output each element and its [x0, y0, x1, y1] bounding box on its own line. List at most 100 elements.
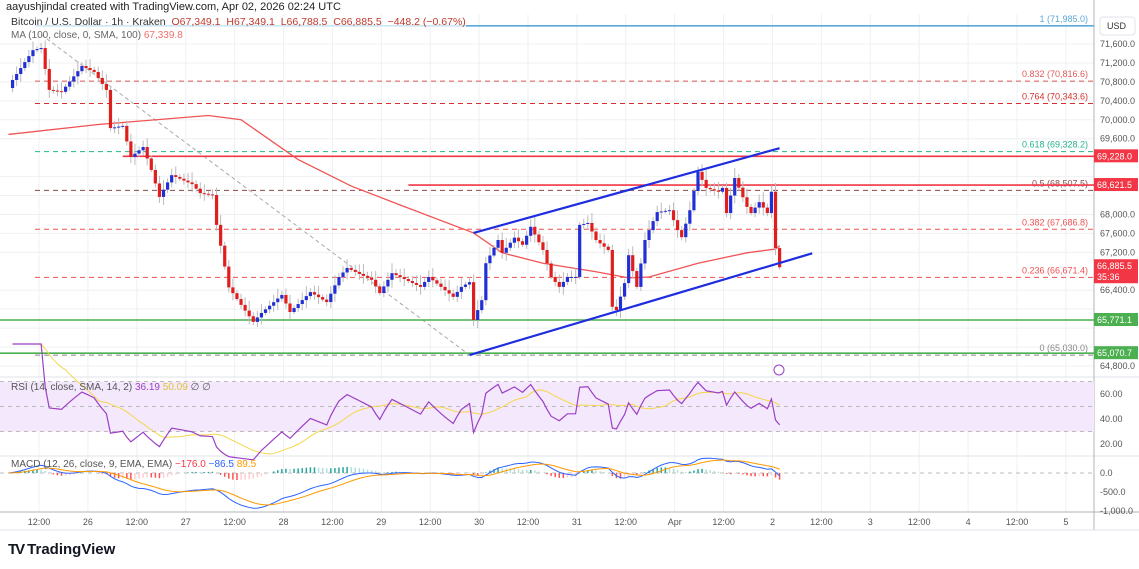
macd-legend[interactable]: MACD (12, 26, close, 9, EMA, EMA) −176.0…	[11, 459, 256, 470]
candle	[166, 182, 170, 190]
fib-level-label: 0.382 (67,686.8)	[1022, 217, 1088, 227]
rsi-extra-1: ∅	[190, 382, 200, 393]
price-tick-label: 64,800.0	[1100, 361, 1135, 371]
candle	[316, 294, 321, 298]
candle	[602, 243, 606, 247]
candle	[243, 304, 247, 311]
candle	[231, 287, 235, 294]
candle	[145, 146, 149, 159]
candle	[235, 293, 239, 300]
candle	[598, 240, 602, 244]
signal-value: −86.5	[208, 459, 234, 470]
candle	[312, 292, 317, 295]
x-tick-label: 28	[278, 517, 288, 527]
candle	[349, 267, 353, 270]
x-tick-label: 31	[572, 517, 582, 527]
candle	[47, 68, 51, 90]
currency-button[interactable]	[1099, 16, 1136, 36]
x-tick-label: 12:00	[908, 517, 931, 527]
candle	[325, 299, 329, 303]
candle	[268, 305, 272, 310]
candle	[651, 221, 655, 231]
candle	[137, 150, 141, 154]
candle	[59, 91, 64, 93]
candle	[251, 316, 255, 322]
candle	[406, 279, 410, 282]
candle	[88, 67, 92, 70]
candle	[223, 245, 227, 267]
x-tick-label: 3	[868, 517, 873, 527]
candle	[104, 83, 108, 90]
candle	[288, 303, 292, 313]
channel-upper-line	[473, 147, 780, 234]
candle	[549, 263, 553, 277]
candle	[533, 226, 537, 235]
candle	[170, 175, 174, 183]
price-axis-label: 68,621.5	[1097, 180, 1132, 190]
symbol-name[interactable]: Bitcoin / U.S. Dollar · 1h · Kraken	[11, 16, 166, 28]
candle	[178, 176, 182, 179]
candle	[27, 56, 31, 63]
rsi-extra-2: ∅	[202, 382, 211, 393]
candle	[512, 237, 516, 243]
x-tick-label: 4	[966, 517, 971, 527]
dashed-trendline	[40, 34, 470, 356]
candle	[569, 276, 574, 278]
candle	[259, 312, 264, 318]
x-tick-label: 27	[181, 517, 191, 527]
candle	[304, 296, 308, 301]
candle	[753, 207, 757, 214]
candle	[431, 276, 435, 281]
price-tick-label: 69,600.0	[1100, 134, 1135, 144]
candle	[500, 240, 504, 253]
x-tick-label: 12:00	[223, 517, 246, 527]
candle	[72, 76, 76, 82]
candle	[761, 202, 765, 208]
channel-lower-line	[469, 252, 813, 357]
candle	[410, 281, 414, 283]
price-tick-label: 67,600.0	[1100, 228, 1135, 238]
candle	[51, 89, 55, 91]
candle	[680, 230, 684, 238]
last-price-label: 66,885.5	[1097, 261, 1132, 271]
candle	[239, 299, 243, 305]
candle	[643, 240, 647, 264]
candle	[492, 247, 496, 256]
ma-label: MA (100, close, 0, SMA, 100)	[11, 30, 142, 41]
candle	[190, 182, 194, 185]
candle	[153, 169, 157, 184]
price-axis-label-bg	[1094, 178, 1138, 192]
candle	[418, 284, 423, 287]
candle	[708, 187, 712, 190]
candle	[724, 187, 729, 214]
price-tick-label: 66,400.0	[1100, 285, 1135, 295]
x-tick-label: 30	[474, 517, 484, 527]
candle	[610, 249, 614, 307]
candle	[31, 50, 35, 57]
candle	[455, 291, 459, 297]
candle	[141, 146, 145, 151]
candle	[182, 178, 186, 181]
candle	[76, 71, 80, 77]
candle	[541, 242, 545, 250]
hist-value: 89.5	[236, 459, 257, 470]
fib-level-label: 1 (71,985.0)	[1039, 14, 1088, 24]
candle	[214, 195, 219, 225]
candle	[19, 68, 23, 75]
signal-line	[8, 459, 780, 506]
ma-legend[interactable]: MA (100, close, 0, SMA, 100) 67,339.8	[11, 30, 183, 41]
candle	[219, 224, 223, 246]
candle	[174, 175, 178, 177]
candle	[647, 230, 651, 241]
candle	[529, 226, 533, 236]
candle	[84, 66, 88, 68]
rsi-legend[interactable]: RSI (14, close, SMA, 14, 2) 36.19 50.09 …	[11, 382, 211, 393]
candle	[561, 281, 565, 287]
candle	[337, 276, 341, 286]
tradingview-logo[interactable]: TV TradingView	[8, 541, 115, 558]
candle	[745, 197, 749, 207]
candle	[370, 277, 374, 280]
candle	[565, 276, 570, 282]
candle	[202, 193, 206, 195]
